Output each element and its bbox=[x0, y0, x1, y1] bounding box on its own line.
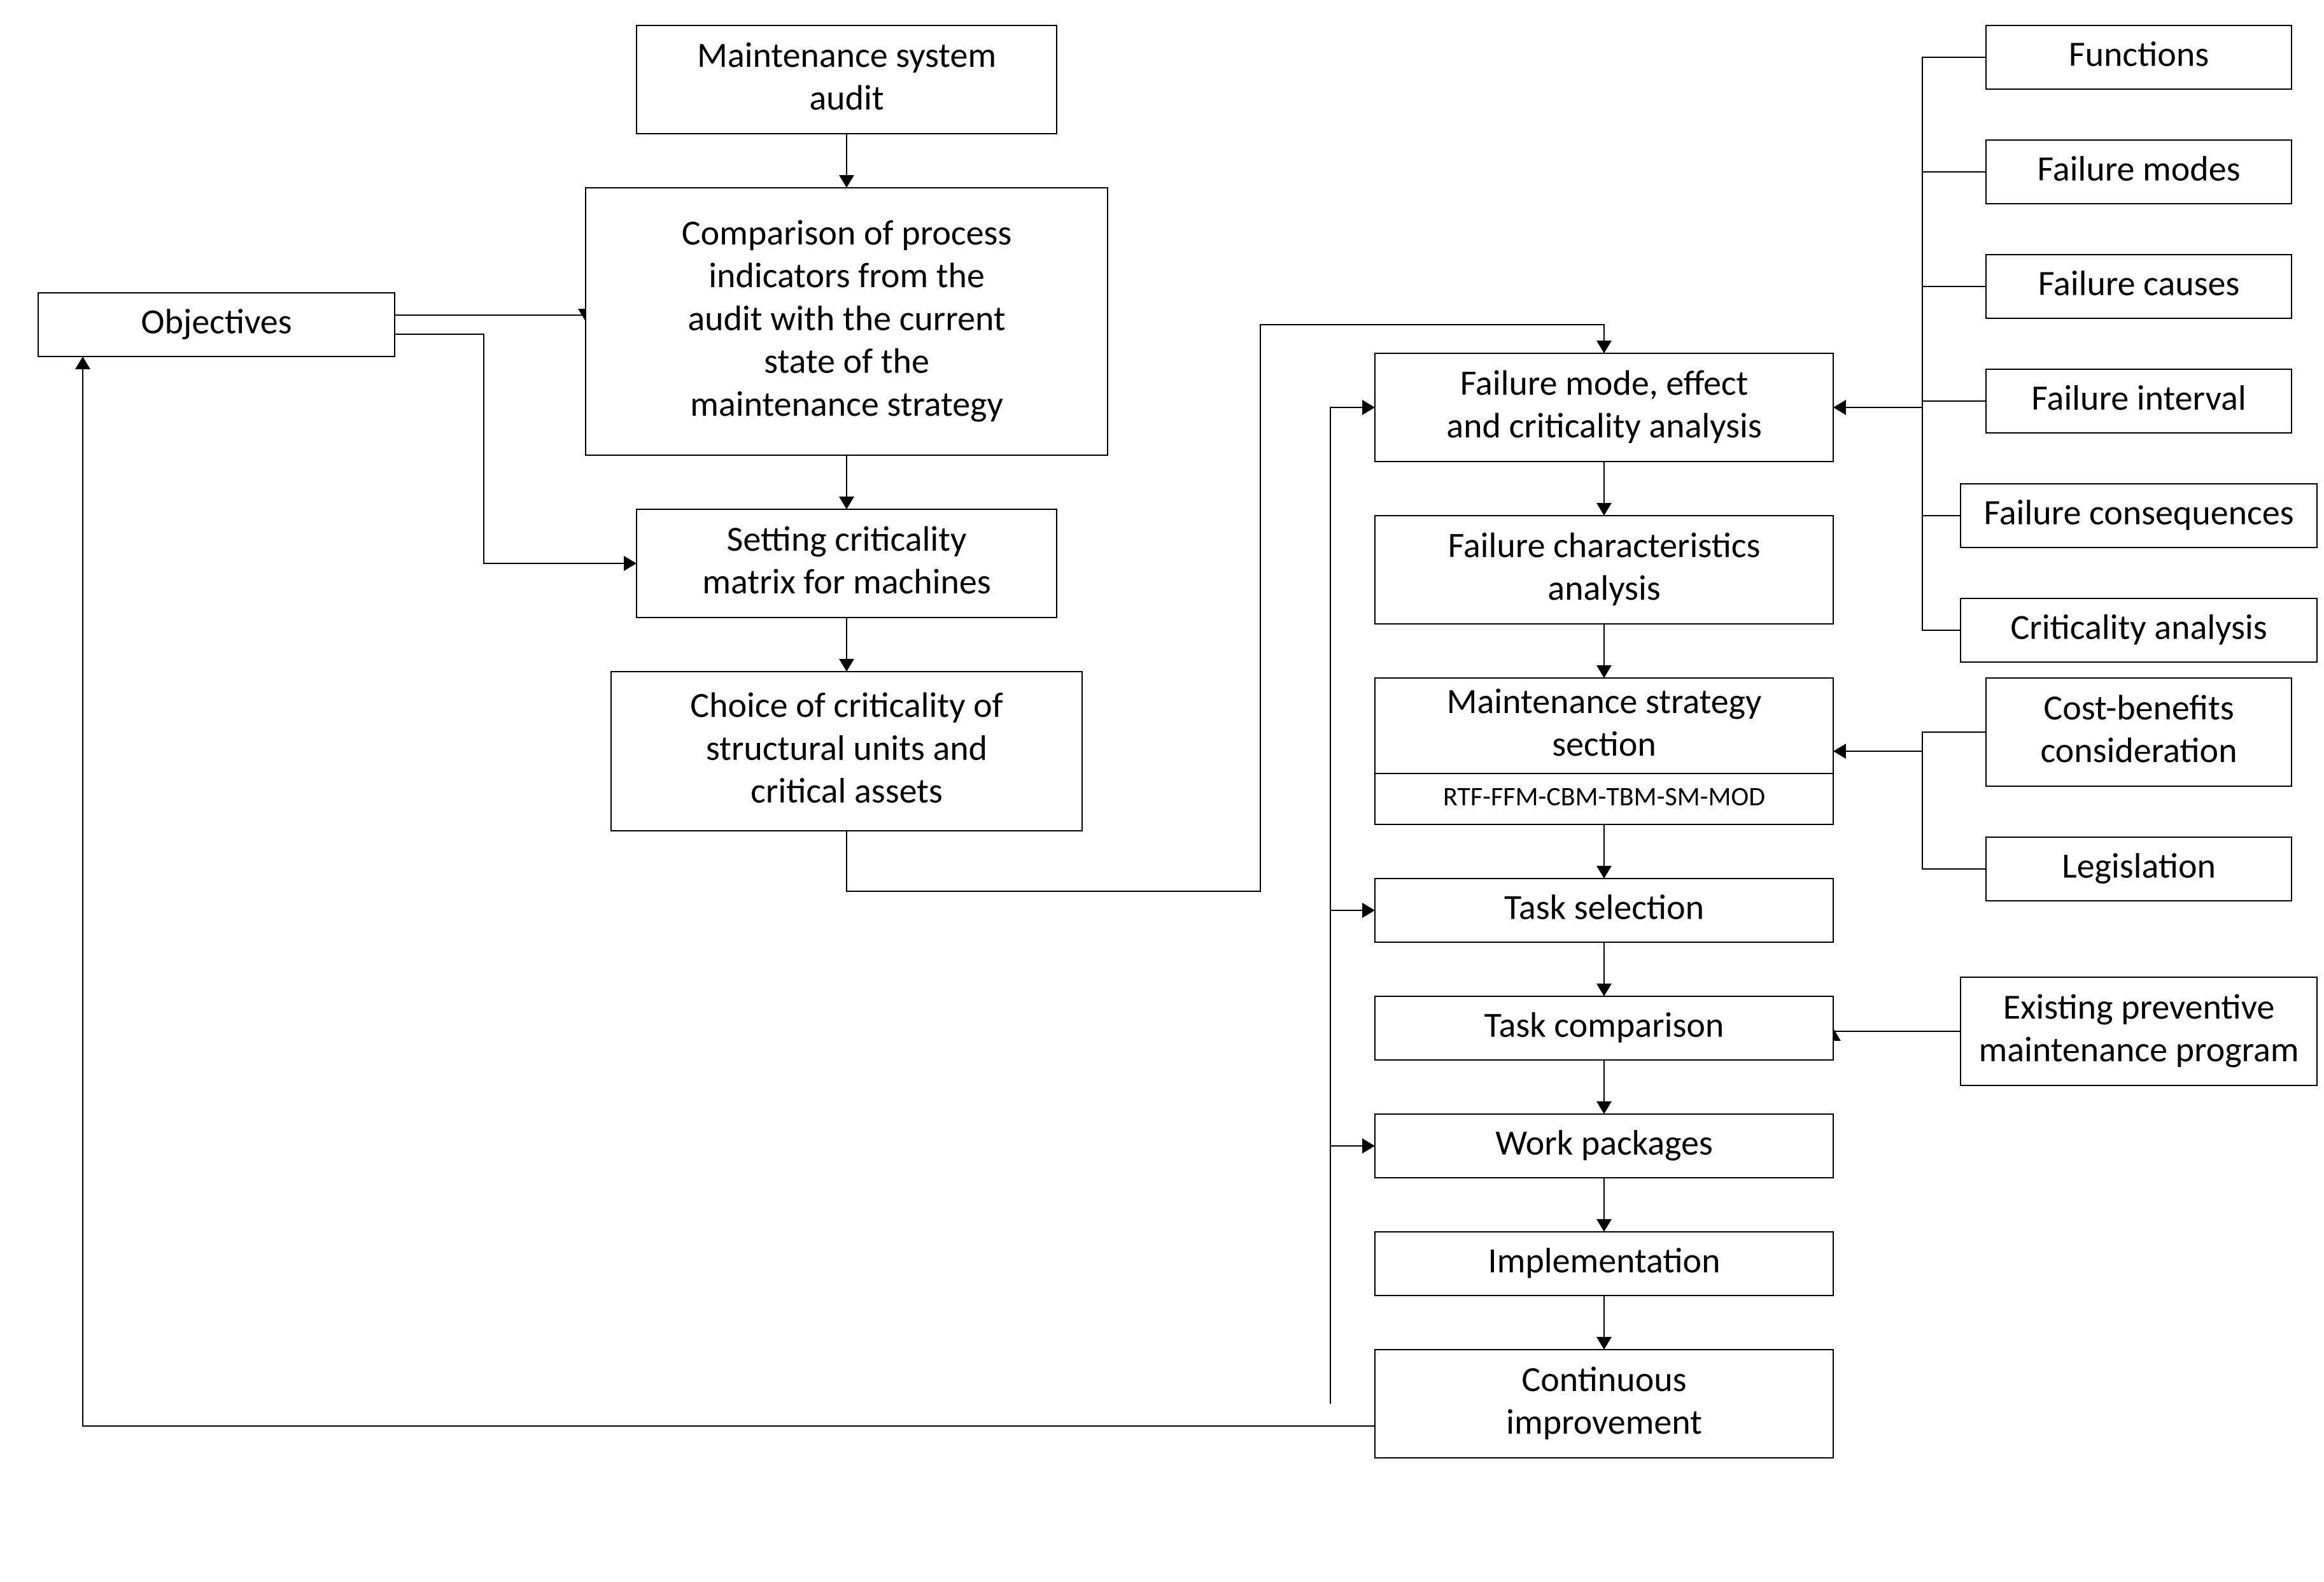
node-critmatrix: Setting criticalitymatrix for machines bbox=[637, 509, 1057, 618]
node-label: consideration bbox=[2040, 729, 2237, 772]
node-label: Legislation bbox=[2062, 844, 2216, 887]
arrowhead-icon bbox=[1596, 503, 1612, 516]
arrowhead-icon bbox=[1362, 1138, 1375, 1154]
node-label: Implementation bbox=[1488, 1239, 1720, 1282]
node-label: Failure causes bbox=[2038, 262, 2240, 305]
arrowhead-icon bbox=[1596, 866, 1612, 879]
node-label: section bbox=[1552, 723, 1656, 766]
arrowhead-icon bbox=[1596, 665, 1612, 678]
node-contimp: Continuousimprovement bbox=[1375, 1350, 1833, 1458]
node-label: critical assets bbox=[750, 770, 943, 813]
node-label: Failure interval bbox=[2031, 376, 2246, 420]
arrowhead-icon bbox=[1833, 744, 1846, 759]
node-label: audit with the current bbox=[687, 297, 1005, 340]
node-label: Continuous bbox=[1521, 1358, 1686, 1401]
node-label: Maintenance system bbox=[697, 34, 996, 77]
node-label: Cost-benefits bbox=[2043, 686, 2234, 730]
node-label: Task selection bbox=[1504, 886, 1704, 929]
nodes-layer: Objectives Maintenance systemaudit Compari… bbox=[38, 25, 2317, 1458]
node-label: Work packages bbox=[1495, 1121, 1713, 1164]
arrowhead-icon bbox=[839, 175, 854, 188]
node-label: audit bbox=[809, 76, 884, 120]
node-label: Functions bbox=[2069, 32, 2209, 76]
node-label: Task comparison bbox=[1484, 1003, 1724, 1047]
node-rtf: RTF-FFM-CBM-TBM-SM-MOD bbox=[1375, 773, 1833, 824]
node-label: RTF-FFM-CBM-TBM-SM-MOD bbox=[1443, 780, 1765, 813]
node-label: Maintenance strategy bbox=[1447, 680, 1762, 723]
node-finterval: Failure interval bbox=[1986, 369, 2292, 433]
arrowhead-icon bbox=[1362, 400, 1375, 415]
node-failchar: Failure characteristicsanalysis bbox=[1375, 516, 1833, 624]
node-critanal: Criticality analysis bbox=[1961, 598, 2317, 662]
node-strategy: Maintenance strategysection bbox=[1375, 678, 1833, 773]
node-label: maintenance strategy bbox=[690, 383, 1003, 426]
arrowhead-icon bbox=[1596, 341, 1612, 353]
arrowhead-icon bbox=[75, 357, 90, 369]
node-label: Failure modes bbox=[2038, 147, 2241, 190]
node-label: and criticality analysis bbox=[1446, 404, 1762, 448]
arrowhead-icon bbox=[1596, 1101, 1612, 1114]
node-choice: Choice of criticality ofstructural units… bbox=[611, 672, 1082, 831]
node-label: Criticality analysis bbox=[2010, 605, 2267, 649]
node-fcauses: Failure causes bbox=[1986, 255, 2292, 318]
node-fconseq: Failure consequences bbox=[1961, 484, 2317, 547]
node-label: Failure mode, effect bbox=[1460, 362, 1749, 405]
node-label: improvement bbox=[1506, 1401, 1702, 1444]
arrowhead-icon bbox=[624, 556, 637, 571]
node-label: indicators from the bbox=[708, 254, 985, 297]
node-impl: Implementation bbox=[1375, 1232, 1833, 1296]
node-label: maintenance program bbox=[1978, 1028, 2299, 1071]
node-existprev: Existing preventivemaintenance program bbox=[1961, 977, 2317, 1085]
arrowhead-icon bbox=[839, 497, 854, 509]
edge bbox=[1922, 732, 1986, 869]
node-functions: Functions bbox=[1986, 25, 2292, 89]
node-label: Existing preventive bbox=[2003, 985, 2274, 1029]
node-label: Comparison of process bbox=[682, 211, 1011, 255]
arrowhead-icon bbox=[1596, 1337, 1612, 1350]
node-compare: Comparison of processindicators from the… bbox=[586, 188, 1108, 455]
node-label: matrix for machines bbox=[702, 560, 990, 604]
arrowhead-icon bbox=[1596, 984, 1612, 996]
node-costben: Cost-benefitsconsideration bbox=[1986, 678, 2292, 786]
node-label: Objectives bbox=[141, 300, 292, 343]
node-legis: Legislation bbox=[1986, 837, 2292, 901]
node-label: Choice of criticality of bbox=[690, 684, 1003, 727]
node-workpkg: Work packages bbox=[1375, 1114, 1833, 1178]
node-label: Failure consequences bbox=[1984, 491, 2294, 534]
node-taskcmp: Task comparison bbox=[1375, 996, 1833, 1060]
node-fmodes: Failure modes bbox=[1986, 140, 2292, 204]
edge bbox=[395, 315, 586, 321]
arrowhead-icon bbox=[1833, 400, 1846, 415]
node-fmeca: Failure mode, effectand criticality anal… bbox=[1375, 353, 1833, 462]
node-label: structural units and bbox=[706, 726, 987, 770]
node-objectives: Objectives bbox=[38, 293, 395, 357]
node-audit: Maintenance systemaudit bbox=[637, 25, 1057, 134]
node-label: analysis bbox=[1547, 567, 1660, 610]
node-label: Setting criticality bbox=[727, 518, 967, 561]
node-label: Failure characteristics bbox=[1448, 524, 1761, 567]
arrowhead-icon bbox=[1362, 903, 1375, 918]
edge bbox=[1330, 407, 1375, 1404]
node-label: state of the bbox=[764, 340, 929, 383]
flowchart-canvas: Objectives Maintenance systemaudit Compari… bbox=[0, 0, 2324, 1582]
arrowhead-icon bbox=[1596, 1219, 1612, 1232]
edge bbox=[1833, 1028, 1961, 1031]
node-tasksel: Task selection bbox=[1375, 879, 1833, 942]
arrowhead-icon bbox=[839, 659, 854, 672]
